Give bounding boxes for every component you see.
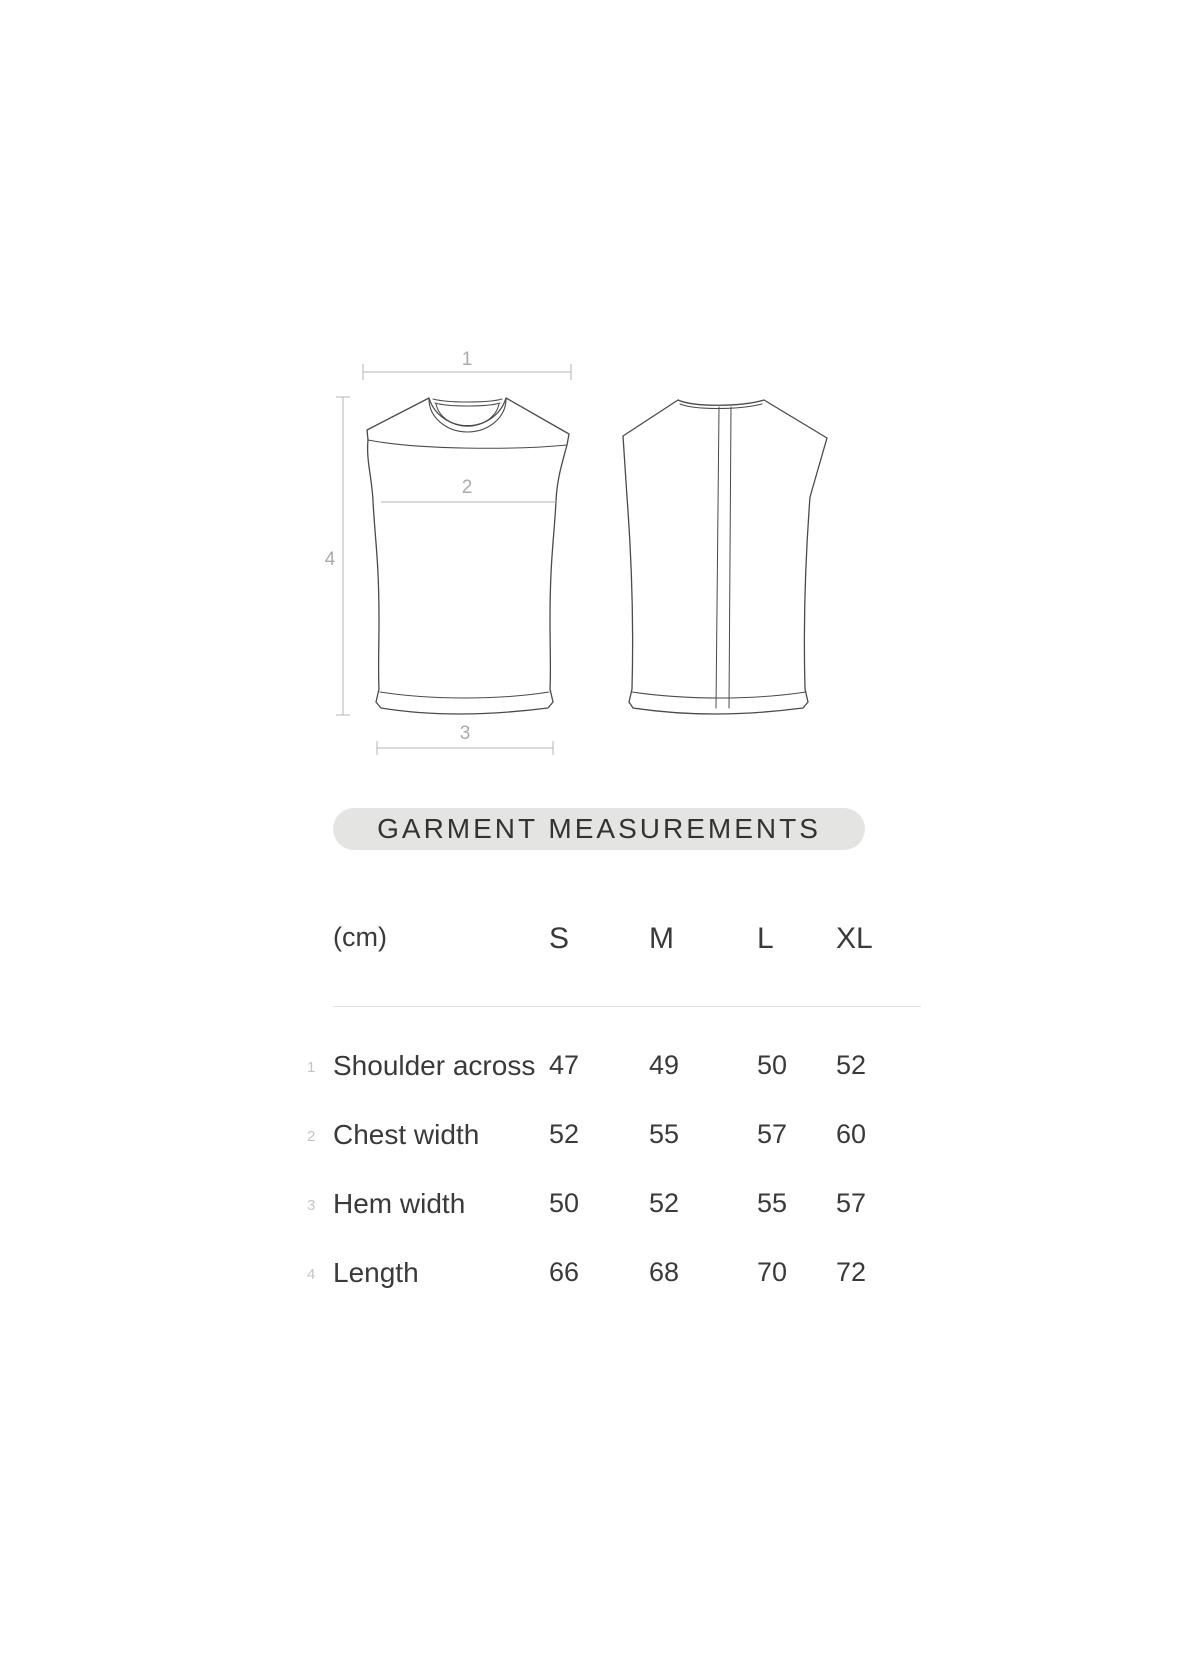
svg-text:3: 3 [460,723,471,744]
svg-text:4: 4 [325,549,336,570]
svg-text:2: 2 [462,477,473,498]
svg-text:1: 1 [462,349,473,370]
